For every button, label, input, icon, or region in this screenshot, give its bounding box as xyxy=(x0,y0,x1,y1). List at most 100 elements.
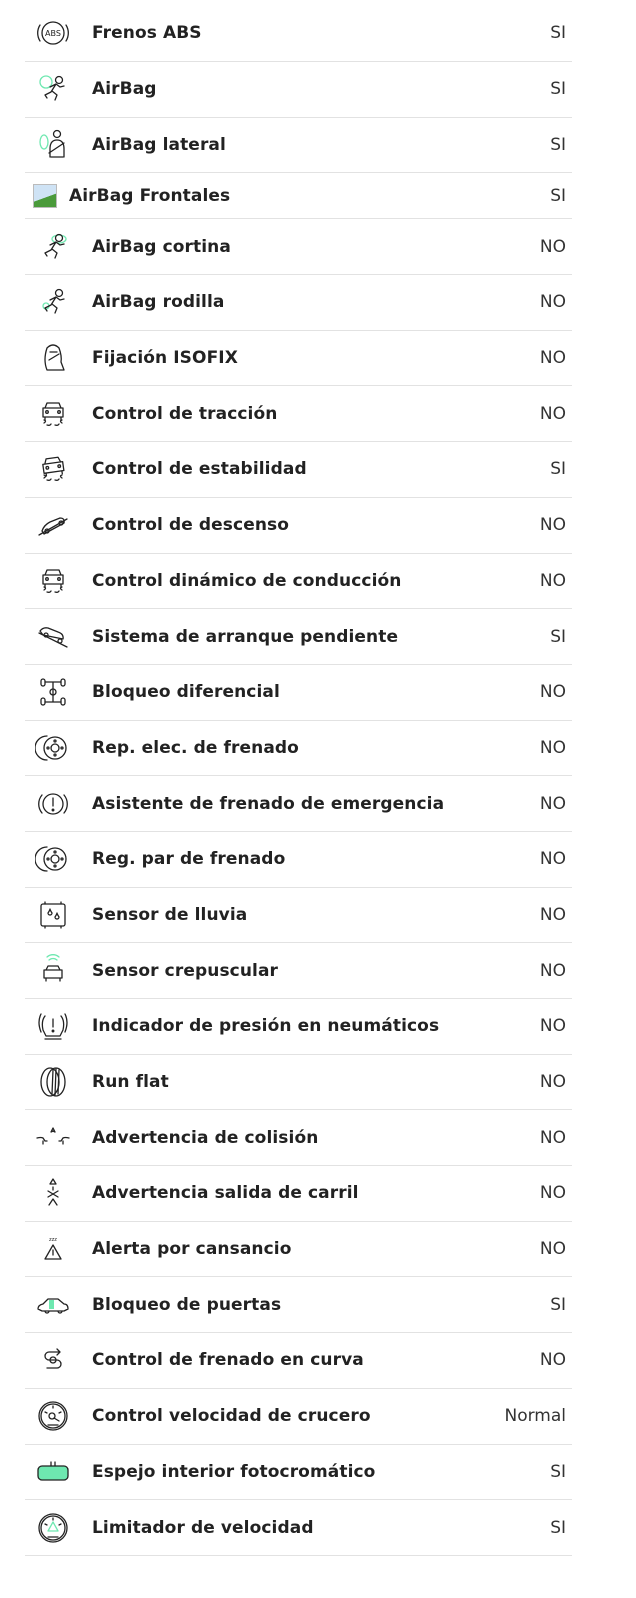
dynamic-drive-icon xyxy=(35,563,71,599)
airbag-curtain-icon xyxy=(35,229,71,265)
feature-value: NO xyxy=(539,1127,566,1148)
feature-row: Control de frenado en curva NO xyxy=(25,1333,572,1389)
feature-value: NO xyxy=(539,793,566,814)
feature-row: Asistente de frenado de emergencia NO xyxy=(25,776,572,832)
fatigue-alert-icon: zzz xyxy=(35,1231,71,1267)
feature-label: Sensor crepuscular xyxy=(92,960,279,981)
feature-value: NO xyxy=(539,682,566,703)
feature-value: SI xyxy=(550,79,566,100)
airbag-side-icon xyxy=(35,127,71,163)
child-seat-icon xyxy=(35,340,71,376)
feature-label: Advertencia salida de carril xyxy=(92,1183,359,1204)
feature-label: AirBag xyxy=(92,79,157,100)
feature-value: NO xyxy=(539,737,566,758)
feature-value: SI xyxy=(550,626,566,647)
door-lock-icon xyxy=(35,1287,71,1323)
feature-value: SI xyxy=(550,185,566,206)
feature-value: NO xyxy=(539,570,566,591)
feature-label: Reg. par de frenado xyxy=(92,849,286,870)
feature-row: Indicador de presión en neumáticos NO xyxy=(25,999,572,1055)
feature-value: SI xyxy=(550,459,566,480)
feature-label: Control de descenso xyxy=(92,515,290,536)
feature-label: Control de frenado en curva xyxy=(92,1350,364,1371)
feature-label: Fijación ISOFIX xyxy=(92,348,238,369)
feature-row: Limitador de velocidad SI xyxy=(25,1500,572,1556)
feature-label: Control dinámico de conducción xyxy=(92,570,402,591)
feature-value: SI xyxy=(550,1517,566,1538)
hill-descent-icon xyxy=(35,507,71,543)
feature-row: Fijación ISOFIX NO xyxy=(25,331,572,387)
differential-lock-icon xyxy=(35,674,71,710)
feature-row: Bloqueo diferencial NO xyxy=(25,665,572,721)
feature-value: NO xyxy=(539,960,566,981)
feature-row: Sensor crepuscular NO xyxy=(25,943,572,999)
feature-row: Advertencia de colisión NO xyxy=(25,1110,572,1167)
brake-disc-icon xyxy=(35,841,71,877)
feature-row: zzz Alerta por cansancio NO xyxy=(25,1222,572,1278)
feature-row: Control dinámico de conducción NO xyxy=(25,554,572,610)
feature-value: NO xyxy=(539,515,566,536)
feature-row: ABS Frenos ABS SI xyxy=(25,0,572,62)
feature-label: Control de estabilidad xyxy=(92,459,307,480)
feature-value: NO xyxy=(539,236,566,257)
feature-value: SI xyxy=(550,135,566,156)
feature-row: Sistema de arranque pendiente SI xyxy=(25,609,572,665)
feature-value: SI xyxy=(550,1294,566,1315)
hill-start-icon xyxy=(35,619,71,655)
airbag-knee-icon xyxy=(35,284,71,320)
feature-label: Alerta por cansancio xyxy=(92,1239,292,1260)
rain-sensor-icon xyxy=(35,897,71,933)
feature-value: NO xyxy=(539,348,566,369)
feature-value: NO xyxy=(539,1016,566,1037)
svg-text:zzz: zzz xyxy=(49,1237,57,1243)
features-list: ABS Frenos ABS SI AirBag SI AirBag later… xyxy=(25,0,572,1556)
curve-brake-icon xyxy=(35,1342,71,1378)
feature-value: NO xyxy=(539,849,566,870)
feature-row: Control de descenso NO xyxy=(25,498,572,554)
feature-row: Sensor de lluvia NO xyxy=(25,888,572,944)
feature-label: Rep. elec. de frenado xyxy=(92,737,299,758)
feature-row: AirBag SI xyxy=(25,62,572,118)
feature-label: Espejo interior fotocromático xyxy=(92,1461,376,1482)
feature-row: Control de tracción NO xyxy=(25,386,572,443)
feature-row: Espejo interior fotocromático SI xyxy=(25,1445,572,1501)
feature-label: AirBag Frontales xyxy=(69,185,231,206)
feature-row: Control de estabilidad SI xyxy=(25,442,572,498)
tire-icon xyxy=(35,1064,71,1100)
feature-label: Control velocidad de crucero xyxy=(92,1406,371,1427)
feature-value: NO xyxy=(539,1072,566,1093)
feature-row: Run flat NO xyxy=(25,1055,572,1111)
lane-departure-icon xyxy=(35,1175,71,1211)
feature-row: AirBag Frontales SI xyxy=(25,173,572,220)
feature-row: AirBag cortina NO xyxy=(25,219,572,276)
feature-value: NO xyxy=(539,1183,566,1204)
feature-label: AirBag rodilla xyxy=(92,292,225,313)
feature-row: Rep. elec. de frenado NO xyxy=(25,721,572,777)
feature-value: SI xyxy=(550,22,566,43)
tire-pressure-icon xyxy=(35,1008,71,1044)
feature-label: Frenos ABS xyxy=(92,22,202,43)
broken-image-icon xyxy=(32,183,58,209)
feature-label: Sistema de arranque pendiente xyxy=(92,626,399,647)
stability-control-icon xyxy=(35,451,71,487)
feature-label: AirBag cortina xyxy=(92,236,231,257)
feature-label: Bloqueo de puertas xyxy=(92,1294,282,1315)
feature-value: NO xyxy=(539,403,566,424)
feature-label: Bloqueo diferencial xyxy=(92,682,280,703)
svg-text:ABS: ABS xyxy=(45,29,61,38)
feature-value: NO xyxy=(539,1239,566,1260)
feature-label: Advertencia de colisión xyxy=(92,1127,319,1148)
feature-row: Bloqueo de puertas SI xyxy=(25,1277,572,1334)
brake-warning-icon xyxy=(35,786,71,822)
feature-row: Advertencia salida de carril NO xyxy=(25,1166,572,1222)
feature-row: Reg. par de frenado NO xyxy=(25,832,572,888)
abs-icon: ABS xyxy=(35,15,71,51)
speed-limiter-icon xyxy=(35,1510,71,1546)
feature-value: NO xyxy=(539,904,566,925)
cruise-control-icon xyxy=(35,1398,71,1434)
feature-row: AirBag lateral SI xyxy=(25,118,572,174)
feature-label: AirBag lateral xyxy=(92,135,226,156)
feature-row: AirBag rodilla NO xyxy=(25,275,572,331)
feature-value: NO xyxy=(539,1350,566,1371)
feature-value: SI xyxy=(550,1461,566,1482)
